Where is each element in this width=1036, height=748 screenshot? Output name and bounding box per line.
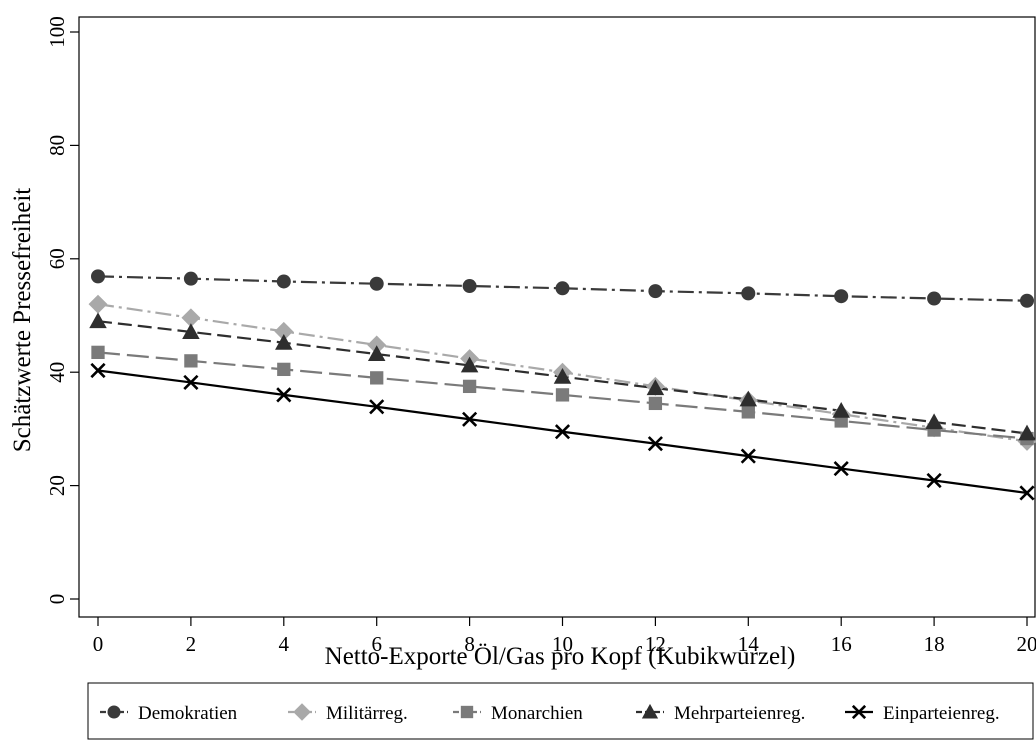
legend-label: Monarchien	[491, 703, 583, 724]
data-point-mehrparteienreg	[925, 413, 943, 429]
y-tick-label: 20	[45, 475, 69, 496]
x-tick-label: 2	[186, 632, 197, 656]
data-point-mehrparteienreg	[89, 312, 107, 328]
y-tick-label: 40	[45, 362, 69, 383]
data-point-demokratien	[927, 291, 941, 305]
data-point-demokratien	[741, 286, 755, 300]
x-tick-label: 0	[93, 632, 104, 656]
series-markers-einparteienreg	[91, 364, 1033, 500]
data-point-monarchien	[370, 371, 383, 384]
data-point-monarchien	[463, 380, 476, 393]
data-point-demokratien	[463, 279, 477, 293]
data-point-demokratien	[1020, 294, 1034, 308]
data-point-monarchien	[556, 388, 569, 401]
data-point-monarchien	[184, 354, 197, 367]
x-tick-label: 16	[831, 632, 852, 656]
data-point-monarchien	[742, 405, 755, 418]
data-point-demokratien	[184, 272, 198, 286]
legend-marker-demokratien	[108, 706, 121, 719]
x-tick-label: 4	[279, 632, 290, 656]
data-point-demokratien	[370, 277, 384, 291]
series-markers-demokratien	[91, 269, 1034, 307]
y-tick-label: 80	[45, 135, 69, 156]
y-axis: 0 20 40 60 80 100	[45, 16, 79, 604]
data-point-monarchien	[277, 363, 290, 376]
data-point-militarreg	[89, 295, 108, 314]
series-lines	[98, 276, 1027, 493]
data-point-demokratien	[556, 281, 570, 295]
y-axis-title: Schätzwerte Pressefreiheit	[9, 188, 36, 453]
data-point-monarchien	[649, 397, 662, 410]
legend-label: Einparteienreg.	[883, 703, 1000, 724]
legend-marker-monarchien	[461, 706, 473, 718]
plot-frame	[79, 17, 1035, 617]
data-point-demokratien	[277, 274, 291, 288]
y-tick-label: 100	[45, 16, 69, 48]
data-point-monarchien	[91, 346, 104, 359]
data-point-demokratien	[648, 284, 662, 298]
y-tick-label: 0	[45, 594, 69, 605]
legend-label: Mehrparteienreg.	[674, 703, 805, 724]
x-tick-label: 18	[924, 632, 945, 656]
y-tick-label: 60	[45, 248, 69, 269]
series-markers	[89, 269, 1036, 499]
legend-label: Militärreg.	[326, 703, 408, 724]
x-tick-label: 20	[1017, 632, 1036, 656]
x-axis-title: Netto-Exporte Öl/Gas pro Kopf (Kubikwurz…	[325, 643, 796, 670]
data-point-demokratien	[91, 269, 105, 283]
data-point-demokratien	[834, 289, 848, 303]
legend-label: Demokratien	[138, 703, 238, 724]
